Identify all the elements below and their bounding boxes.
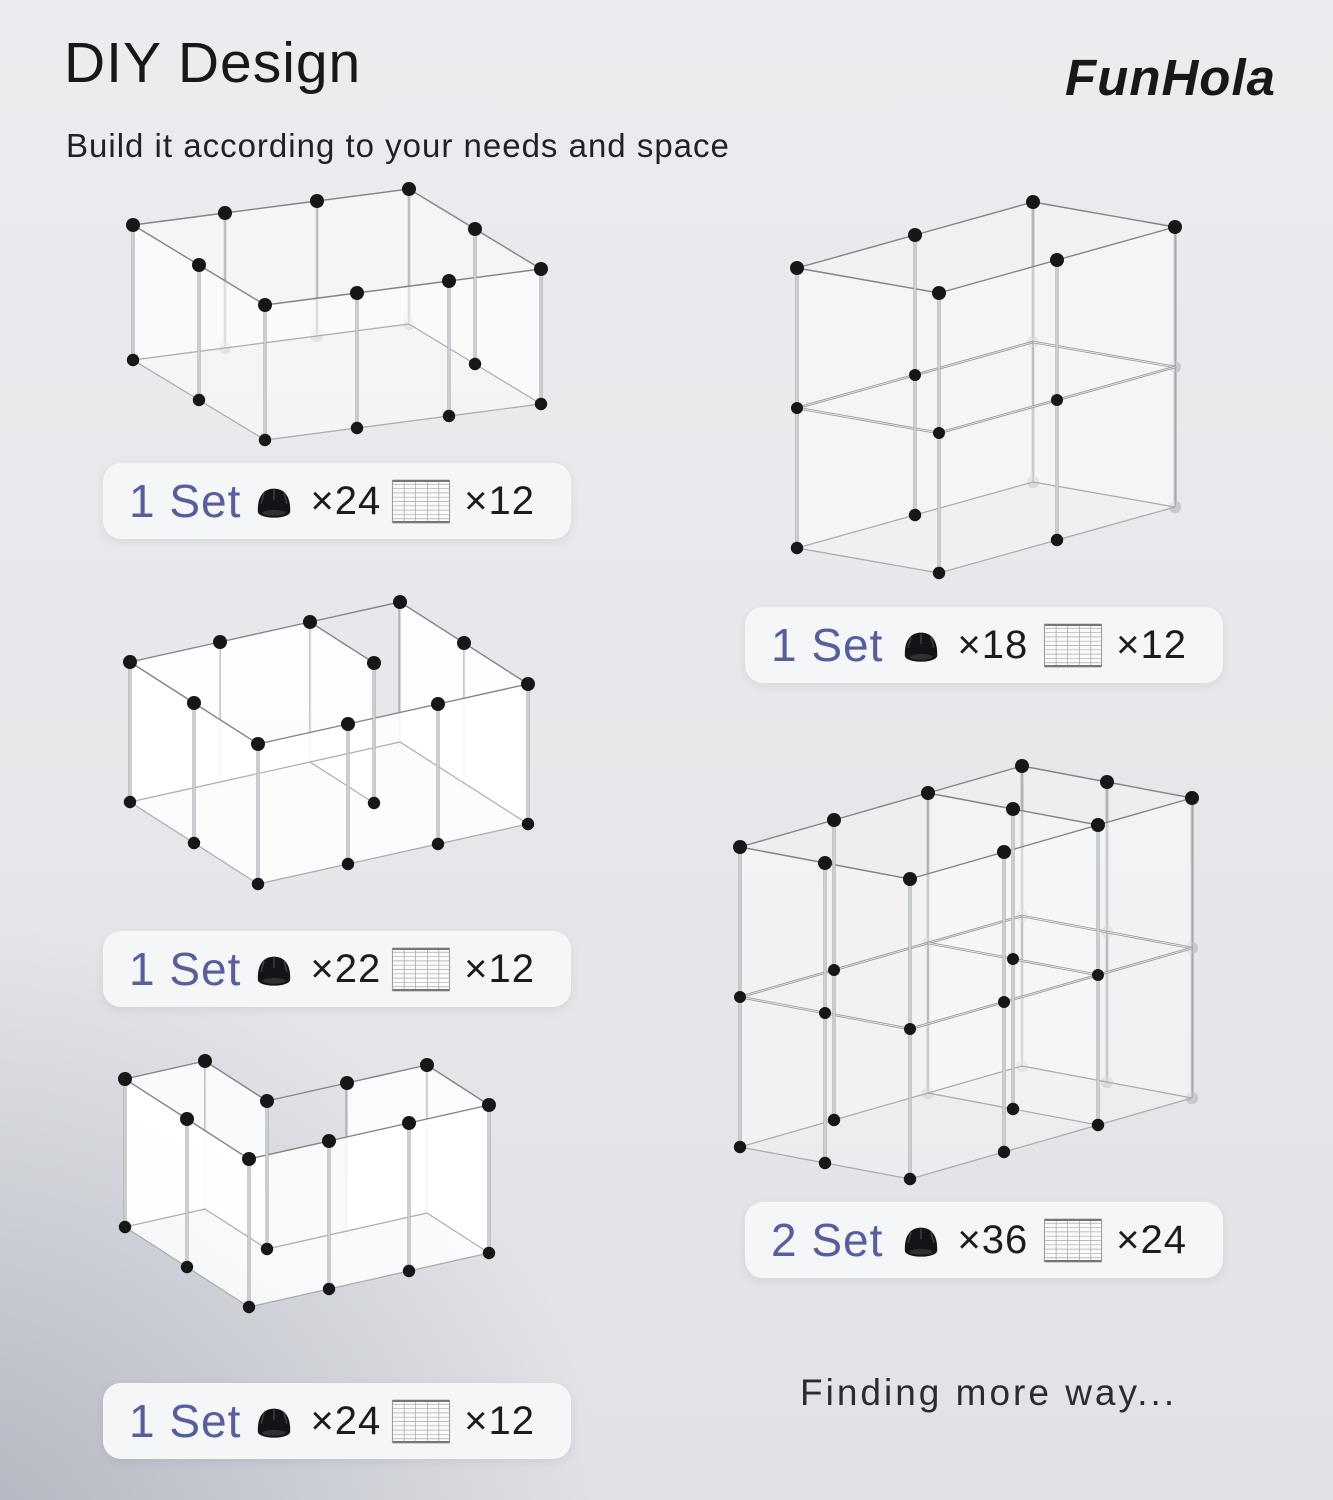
set-count-label: 1 Set: [129, 1395, 242, 1447]
connector-count: ×22: [310, 946, 382, 991]
set-count-label: 1 Set: [129, 475, 242, 527]
connector-quantity: ×24: [251, 1399, 381, 1444]
connector-count: ×24: [310, 1398, 382, 1443]
panel-count: ×12: [464, 1398, 535, 1443]
connector-icon: [257, 1407, 292, 1439]
panel-quantity: ×12: [391, 1399, 535, 1444]
config-1-summary: 1 Set ×24 ×12: [103, 463, 571, 539]
panel-count: ×12: [464, 478, 535, 523]
panel-count: ×12: [464, 946, 535, 991]
brand-logo: FunHola: [1065, 49, 1276, 106]
panel-quantity: ×12: [391, 947, 535, 992]
panel-quantity: ×12: [391, 479, 535, 524]
grid-panel-icon: [391, 946, 451, 992]
illustration-playpen-with-divider: [123, 595, 535, 891]
config-2-summary: 1 Set ×18 ×12: [745, 607, 1223, 683]
config-4-summary: 1 Set ×24 ×12: [103, 1383, 571, 1459]
connector-quantity: ×18: [898, 623, 1028, 668]
connector-quantity: ×22: [251, 947, 381, 992]
connector-count: ×24: [310, 478, 382, 523]
grid-panel-icon: [391, 1398, 451, 1444]
config-3-summary: 1 Set ×22 ×12: [103, 931, 571, 1007]
connector-quantity: ×24: [251, 479, 381, 524]
finding-more-text: Finding more way...: [800, 1372, 1178, 1413]
page-subtitle: Build it according to your needs and spa…: [66, 127, 730, 164]
grid-panel-icon: [1043, 1217, 1103, 1263]
panel-count: ×12: [1116, 622, 1187, 667]
illustration-two-tier-cube: [790, 195, 1182, 580]
set-count-label: 2 Set: [771, 1214, 884, 1266]
grid-panel-icon: [1043, 622, 1103, 668]
panel-quantity: ×24: [1043, 1218, 1187, 1263]
connector-count: ×36: [957, 1217, 1029, 1262]
illustration-rect-playpen: [126, 182, 548, 447]
grid-panel-icon: [391, 478, 451, 524]
config-5-summary: 2 Set ×36 ×24: [745, 1202, 1223, 1278]
connector-icon: [904, 1226, 939, 1258]
set-count-label: 1 Set: [129, 943, 242, 995]
illustration-l-shaped-playpen: [118, 1054, 496, 1314]
connector-count: ×18: [957, 622, 1029, 667]
connector-quantity: ×36: [898, 1218, 1028, 1263]
connector-icon: [904, 631, 939, 663]
page-title: DIY Design: [64, 31, 362, 95]
panel-count: ×24: [1116, 1217, 1187, 1262]
panel-quantity: ×12: [1043, 623, 1187, 668]
connector-icon: [257, 487, 292, 519]
connector-icon: [257, 955, 292, 987]
set-count-label: 1 Set: [771, 619, 884, 671]
illustration-double-two-tier-enclosure: [733, 759, 1199, 1186]
